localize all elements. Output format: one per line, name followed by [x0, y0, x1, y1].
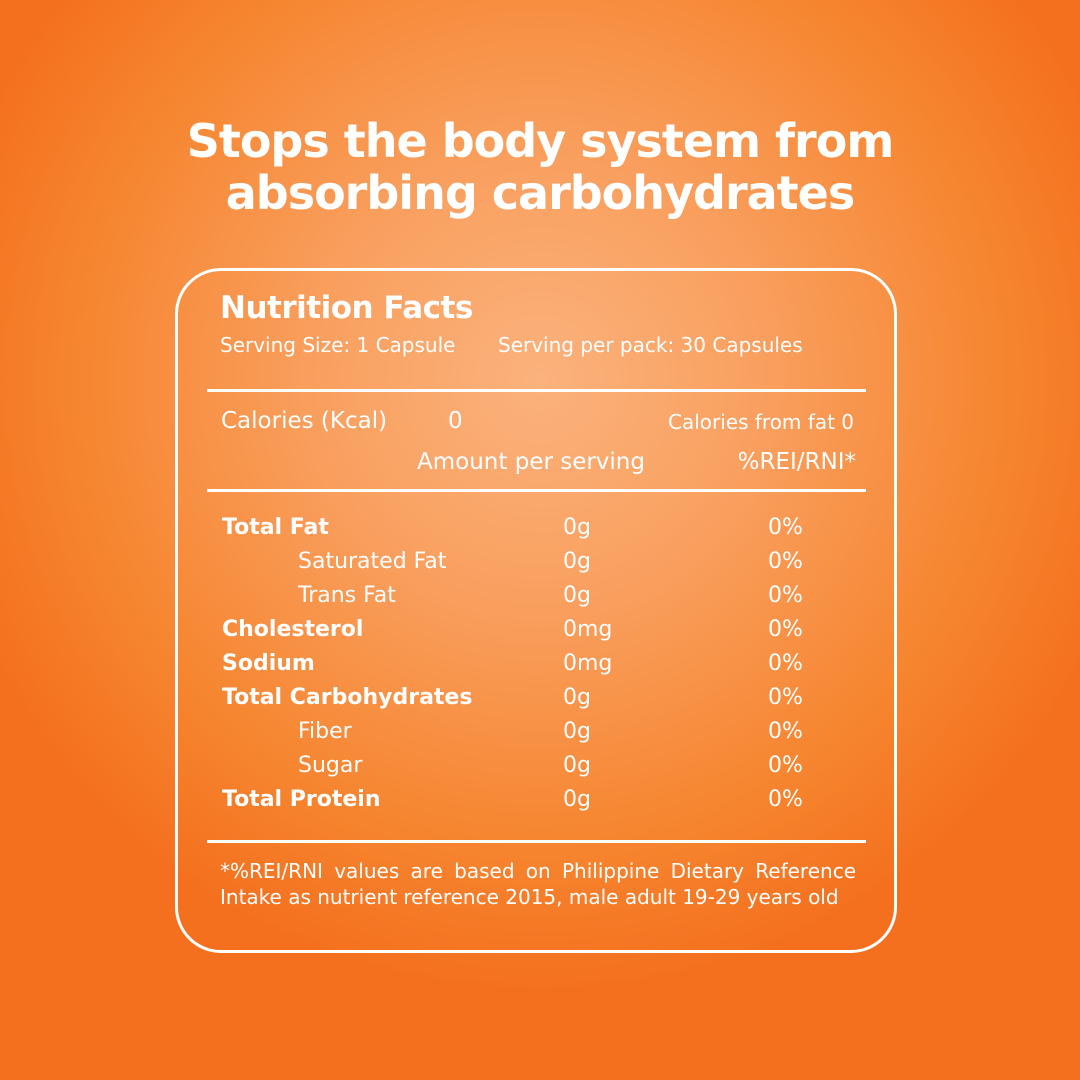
nutrient-row: Sugar 0g 0% [0, 753, 1080, 787]
nutrient-percent: 0% [768, 617, 803, 642]
nutrient-percent: 0% [768, 549, 803, 574]
nutrient-amount: 0g [563, 719, 591, 744]
rni-header: %REI/RNI* [737, 449, 856, 475]
divider [207, 389, 866, 392]
nutrient-row: Trans Fat 0g 0% [0, 583, 1080, 617]
nutrient-name: Sugar [298, 753, 363, 778]
nutrient-name: Total Fat [222, 515, 329, 540]
nutrient-percent: 0% [768, 583, 803, 608]
nutrient-percent: 0% [768, 753, 803, 778]
headline-line-2: absorbing carbohydrates [225, 166, 856, 220]
nutrient-amount: 0g [563, 583, 591, 608]
nutrient-row: Total Protein 0g 0% [0, 787, 1080, 821]
nutrient-row: Saturated Fat 0g 0% [0, 549, 1080, 583]
divider [207, 489, 866, 492]
serving-per-pack: Serving per pack: 30 Capsules [498, 333, 803, 357]
nutrient-name: Trans Fat [298, 583, 396, 608]
nutrient-amount: 0g [563, 685, 591, 710]
divider [207, 840, 866, 843]
calories-from-fat: Calories from fat 0 [668, 410, 854, 434]
headline-line-1: Stops the body system from [186, 114, 895, 168]
nutrient-row: Total Carbohydrates 0g 0% [0, 685, 1080, 719]
nutrient-name: Fiber [298, 719, 352, 744]
nutrient-amount: 0mg [563, 651, 613, 676]
serving-size: Serving Size: 1 Capsule [220, 333, 456, 357]
nutrient-row: Cholesterol 0mg 0% [0, 617, 1080, 651]
nutrient-percent: 0% [768, 719, 803, 744]
nutrient-name: Total Protein [222, 787, 381, 812]
nutrient-name: Total Carbohydrates [222, 685, 473, 710]
nutrient-percent: 0% [768, 787, 803, 812]
footnote: *%REI/RNI values are based on Philippine… [220, 859, 856, 909]
nutrient-amount: 0g [563, 787, 591, 812]
nutrient-name: Sodium [222, 651, 315, 676]
nutrition-title: Nutrition Facts [220, 290, 473, 326]
headline: Stops the body system from absorbing car… [0, 115, 1080, 219]
calories-value: 0 [448, 408, 463, 434]
calories-label: Calories (Kcal) [221, 408, 388, 434]
nutrient-amount: 0g [563, 515, 591, 540]
nutrition-facts-card [175, 268, 897, 953]
nutrient-percent: 0% [768, 685, 803, 710]
nutrient-row: Sodium 0mg 0% [0, 651, 1080, 685]
nutrient-amount: 0mg [563, 617, 613, 642]
nutrient-name: Saturated Fat [298, 549, 447, 574]
nutrient-amount: 0g [563, 753, 591, 778]
nutrient-row: Fiber 0g 0% [0, 719, 1080, 753]
nutrient-percent: 0% [768, 515, 803, 540]
nutrient-percent: 0% [768, 651, 803, 676]
amount-header: Amount per serving [417, 449, 645, 475]
nutrient-row: Total Fat 0g 0% [0, 515, 1080, 549]
nutrient-amount: 0g [563, 549, 591, 574]
nutrient-name: Cholesterol [222, 617, 364, 642]
